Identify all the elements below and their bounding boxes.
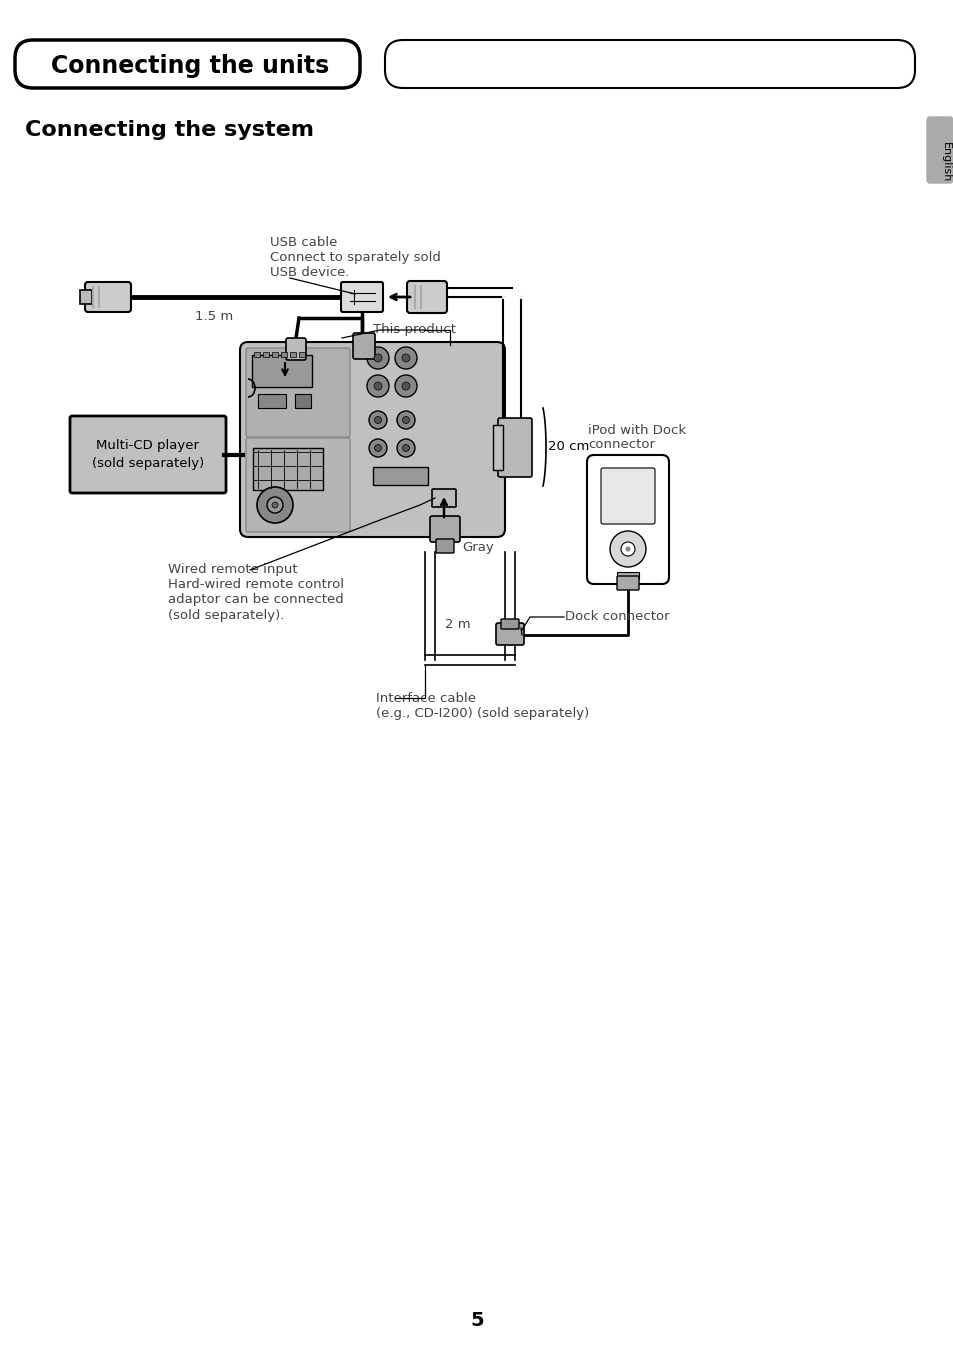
Text: Interface cable: Interface cable <box>375 692 476 704</box>
Bar <box>80 290 91 305</box>
Text: 1.5 m: 1.5 m <box>194 310 233 324</box>
Bar <box>253 352 260 357</box>
Text: Wired remote input: Wired remote input <box>168 563 297 577</box>
Circle shape <box>272 502 277 508</box>
FancyBboxPatch shape <box>617 575 639 590</box>
Text: Dock connector: Dock connector <box>564 611 669 623</box>
Bar <box>298 352 305 357</box>
FancyBboxPatch shape <box>500 619 518 630</box>
Text: (sold separately).: (sold separately). <box>168 608 284 621</box>
Circle shape <box>401 382 410 390</box>
Text: Connecting the system: Connecting the system <box>25 121 314 139</box>
FancyBboxPatch shape <box>286 338 306 360</box>
Circle shape <box>375 417 381 424</box>
FancyBboxPatch shape <box>496 623 523 645</box>
Bar <box>373 467 428 485</box>
Text: Connect to sparately sold: Connect to sparately sold <box>270 252 440 264</box>
FancyBboxPatch shape <box>15 41 359 88</box>
Text: Multi-CD player: Multi-CD player <box>96 440 199 452</box>
Text: Gray: Gray <box>461 542 494 555</box>
FancyBboxPatch shape <box>926 116 952 183</box>
Bar <box>263 352 269 357</box>
Text: 20 cm: 20 cm <box>547 440 589 454</box>
Text: Hard-wired remote control: Hard-wired remote control <box>168 578 344 592</box>
Circle shape <box>367 347 389 370</box>
Text: 5: 5 <box>470 1311 483 1330</box>
Text: adaptor can be connected: adaptor can be connected <box>168 593 343 607</box>
Bar <box>493 425 502 470</box>
Circle shape <box>625 547 630 551</box>
Circle shape <box>367 375 389 397</box>
Bar <box>253 448 323 490</box>
Circle shape <box>401 353 410 362</box>
FancyBboxPatch shape <box>407 282 447 313</box>
FancyBboxPatch shape <box>600 468 655 524</box>
Circle shape <box>374 382 381 390</box>
Text: USB device.: USB device. <box>270 267 349 279</box>
FancyBboxPatch shape <box>436 539 454 552</box>
Circle shape <box>267 497 283 513</box>
Text: 2 m: 2 m <box>444 619 470 631</box>
FancyBboxPatch shape <box>240 343 504 538</box>
Circle shape <box>396 412 415 429</box>
Text: iPod with Dock: iPod with Dock <box>587 424 685 436</box>
FancyBboxPatch shape <box>70 416 226 493</box>
Circle shape <box>402 444 409 451</box>
Text: connector: connector <box>587 439 655 451</box>
Bar <box>290 352 295 357</box>
Bar <box>281 352 287 357</box>
Bar <box>272 352 277 357</box>
Circle shape <box>396 439 415 458</box>
Circle shape <box>609 531 645 567</box>
Circle shape <box>620 542 635 556</box>
Bar <box>257 394 286 408</box>
FancyBboxPatch shape <box>430 516 459 542</box>
Text: Connecting the units: Connecting the units <box>51 54 329 79</box>
Bar <box>617 571 639 580</box>
Text: (sold separately): (sold separately) <box>91 456 204 470</box>
Circle shape <box>374 353 381 362</box>
Circle shape <box>375 444 381 451</box>
Text: USB cable: USB cable <box>270 237 337 249</box>
FancyBboxPatch shape <box>353 333 375 359</box>
FancyBboxPatch shape <box>340 282 382 311</box>
Circle shape <box>395 347 416 370</box>
FancyBboxPatch shape <box>497 418 532 477</box>
Circle shape <box>369 439 387 458</box>
Text: (e.g., CD-I200) (sold separately): (e.g., CD-I200) (sold separately) <box>375 707 589 719</box>
Circle shape <box>256 487 293 523</box>
FancyBboxPatch shape <box>85 282 131 311</box>
Circle shape <box>402 417 409 424</box>
Bar <box>294 394 311 408</box>
Bar <box>252 355 312 387</box>
FancyBboxPatch shape <box>246 437 350 532</box>
FancyBboxPatch shape <box>246 348 350 437</box>
Text: English: English <box>940 142 950 183</box>
Circle shape <box>369 412 387 429</box>
Text: This product: This product <box>373 324 456 337</box>
FancyBboxPatch shape <box>586 455 668 584</box>
FancyBboxPatch shape <box>432 489 456 506</box>
Circle shape <box>395 375 416 397</box>
FancyBboxPatch shape <box>385 41 914 88</box>
